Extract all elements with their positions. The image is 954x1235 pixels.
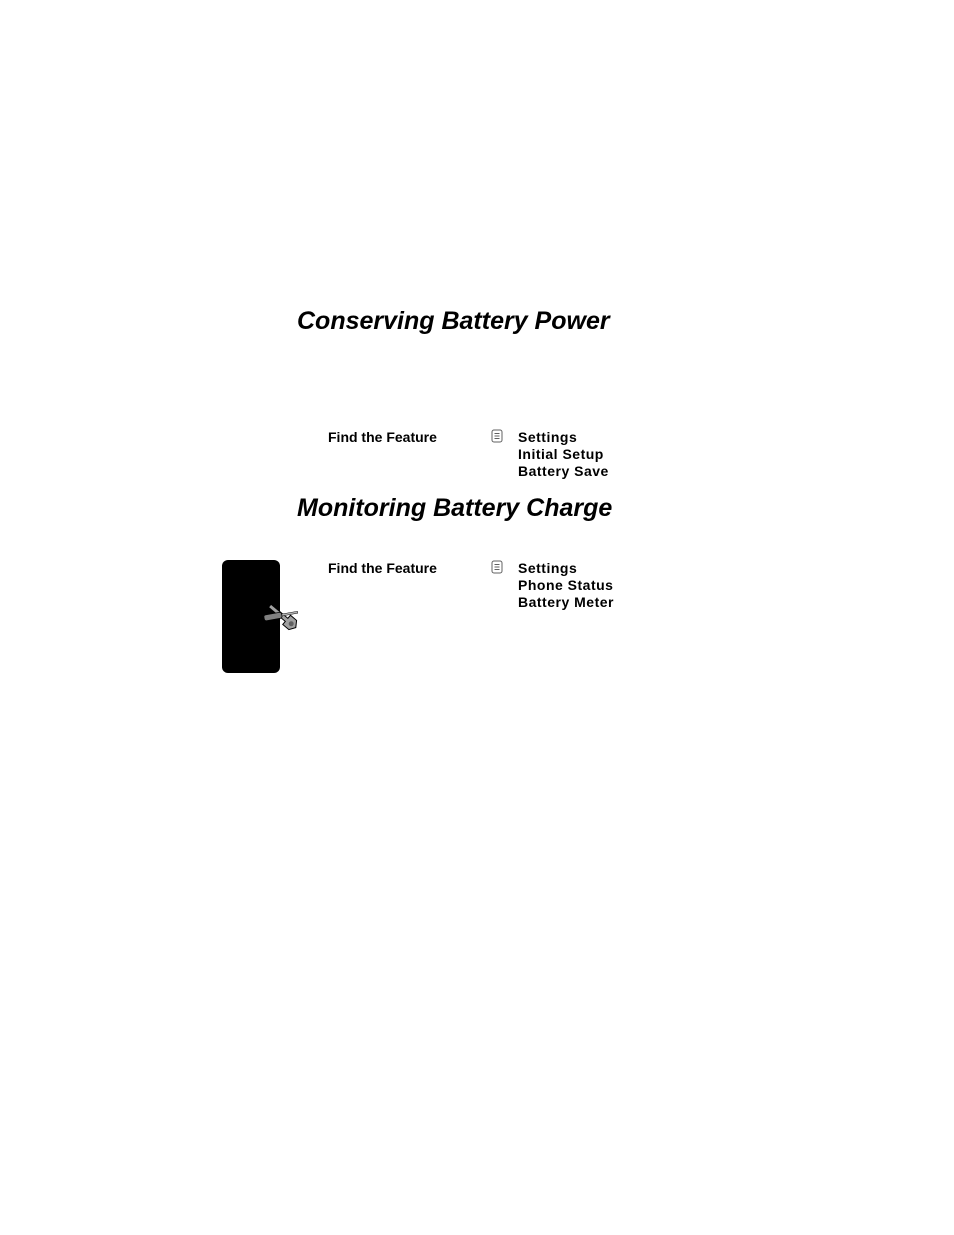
menu-key-icon [491, 429, 503, 443]
menu-item: Battery Meter [518, 594, 614, 611]
phone-illustration [222, 560, 280, 673]
menu-item: Settings [518, 429, 609, 446]
heading-monitoring: Monitoring Battery Charge [297, 494, 612, 523]
menu-path-monitoring: Settings Phone Status Battery Meter [518, 560, 614, 611]
find-feature-label: Find the Feature [328, 560, 437, 576]
heading-conserving: Conserving Battery Power [297, 307, 610, 336]
find-feature-label: Find the Feature [328, 429, 437, 445]
menu-item: Initial Setup [518, 446, 609, 463]
menu-key-icon [491, 560, 503, 574]
menu-item: Phone Status [518, 577, 614, 594]
wrench-screwdriver-icon [258, 592, 306, 640]
menu-path-conserving: Settings Initial Setup Battery Save [518, 429, 609, 480]
menu-item: Settings [518, 560, 614, 577]
menu-item: Battery Save [518, 463, 609, 480]
